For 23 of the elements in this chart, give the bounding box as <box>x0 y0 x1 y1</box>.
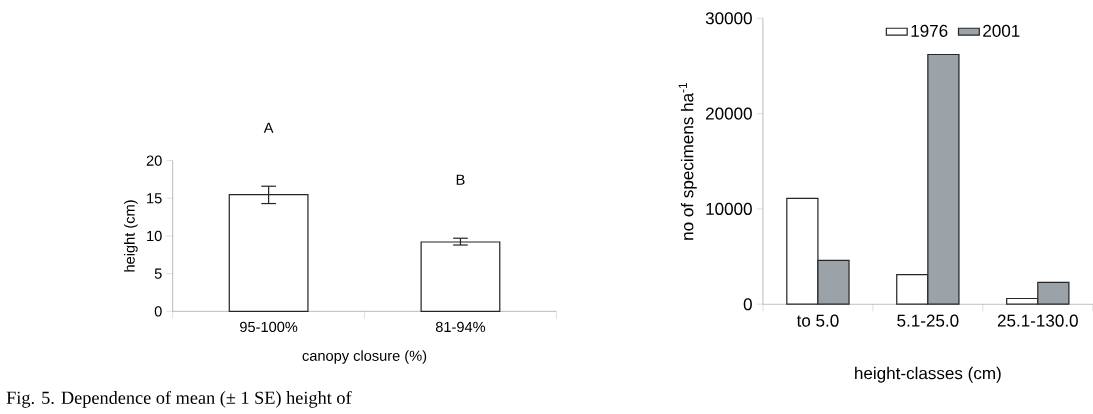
x-tick-label: to 5.0 <box>796 314 839 327</box>
x-tick-label: 5.1-25.0 <box>897 314 959 327</box>
x-axis-title: canopy closure (%) <box>302 350 427 364</box>
x-tick-label: 81-94% <box>435 321 486 333</box>
y-tick-label: 10000 <box>706 202 752 216</box>
x-axis-title: height-classes (cm) <box>855 366 1001 383</box>
legend-label: 1976 <box>911 24 948 37</box>
caption: Fig. 5. Dependence of mean (± 1 SE) height of <box>6 390 352 408</box>
x-tick-label: 25.1-130.0 <box>997 314 1078 327</box>
y-tick-label: 0 <box>743 298 752 311</box>
y-tick-label: 30000 <box>705 12 752 25</box>
text: A <box>263 122 274 133</box>
y-tick-label: 0 <box>154 306 162 317</box>
y-tick-label: 20000 <box>706 107 752 120</box>
y-axis-title: height (cm) <box>124 200 138 272</box>
y-axis-title: no of specimens ha$^{-1}$ <box>678 82 697 240</box>
y-tick-label: 15 <box>147 193 162 204</box>
y-tick-label: 10 <box>147 230 162 242</box>
y-tick-label: 20 <box>146 155 162 166</box>
legend-label: 2001 <box>983 24 1020 37</box>
x-tick-label: 95-100% <box>240 321 298 333</box>
y-tick-label: 5 <box>154 268 162 279</box>
annotation: B <box>456 174 465 185</box>
